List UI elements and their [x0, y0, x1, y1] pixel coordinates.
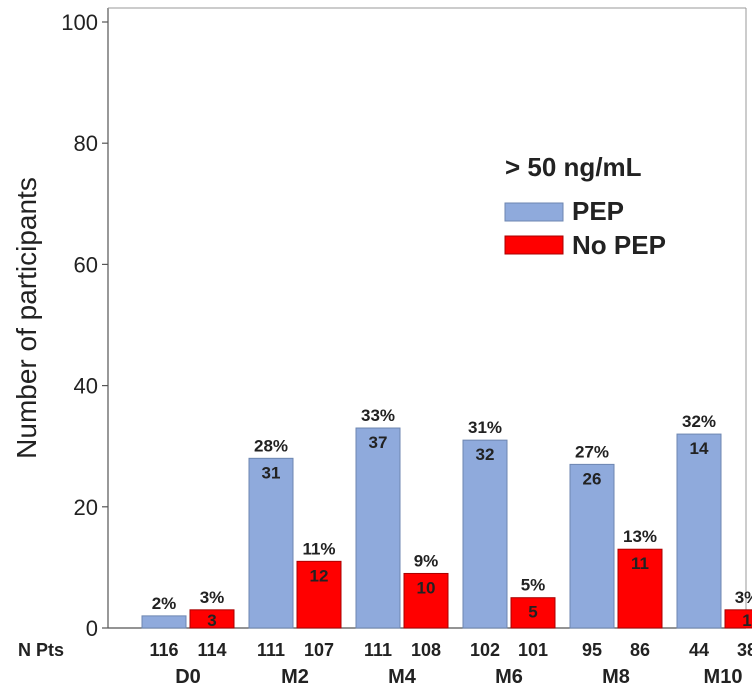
n-pts-value: 116	[149, 640, 178, 660]
y-tick-label: 20	[74, 495, 98, 520]
y-tick-label: 0	[86, 616, 98, 641]
count-label: 37	[369, 433, 388, 452]
n-pts-value: 114	[197, 640, 226, 660]
percent-label: 3%	[200, 588, 225, 607]
count-label: 14	[690, 439, 709, 458]
category-label: M8	[602, 666, 630, 688]
count-label: 12	[310, 566, 329, 585]
count-label: 10	[417, 578, 436, 597]
n-pts-value: 86	[630, 640, 650, 660]
legend-swatch-no-pep	[504, 235, 564, 255]
bar-no-pep-m8	[617, 548, 663, 629]
n-pts-value: 95	[582, 640, 602, 660]
percent-label: 3%	[735, 588, 752, 607]
bars	[141, 427, 752, 629]
legend: > 50 ng/mL PEP No PEP	[504, 152, 666, 260]
n-pts-value: 102	[470, 640, 500, 660]
n-pts-value: 108	[411, 640, 441, 660]
n-pts-value: 101	[518, 640, 548, 660]
bar-pep-m8	[569, 463, 615, 629]
n-pts-value: 38	[737, 640, 752, 660]
count-label: 32	[476, 445, 495, 464]
category-label: M4	[388, 666, 417, 688]
percent-label: 11%	[302, 539, 335, 558]
percent-label: 33%	[361, 406, 395, 425]
category-label: M6	[495, 666, 523, 688]
n-pts-value: 44	[689, 640, 709, 660]
percent-label: 28%	[254, 436, 288, 455]
n-pts-value: 111	[364, 640, 392, 660]
count-label: 26	[583, 469, 602, 488]
count-label: 5	[528, 603, 537, 622]
y-axis-label: Number of participants	[11, 177, 42, 459]
bar-no-pep-m10	[724, 609, 752, 629]
bar-no-pep-m4	[403, 572, 449, 629]
count-label: 3	[207, 611, 216, 630]
count-label: 1	[742, 611, 751, 630]
percent-label: 13%	[623, 527, 657, 546]
bar-pep-m2	[248, 457, 294, 629]
n-pts-label: N Pts	[18, 640, 64, 660]
bar-labels: 2% 3%328%3111%1233%379%1031%325%527%2613%…	[152, 406, 752, 630]
legend-label-no-pep: No PEP	[572, 230, 666, 260]
percent-label: 27%	[575, 442, 609, 461]
y-tick-label: 60	[74, 252, 98, 277]
y-ticks: 0 20 40 60 80 100	[61, 10, 108, 641]
category-label: M2	[281, 666, 309, 688]
bar-no-pep-d0	[189, 609, 235, 629]
count-label: 11	[631, 554, 649, 573]
category-label: M10	[704, 666, 743, 688]
x-labels: N Pts 116 114 D0 111 107 M2 111 108 M4 102 101 M6 95 8…	[18, 640, 752, 688]
y-tick-label: 80	[74, 131, 98, 156]
bar-pep-m10	[676, 433, 722, 629]
bar-pep-d0	[141, 615, 187, 629]
bar-pep-m4	[355, 427, 401, 629]
percent-label: 9%	[414, 551, 439, 570]
y-tick-label: 100	[61, 10, 98, 35]
percent-label: 2%	[152, 594, 177, 613]
legend-swatch-pep	[504, 202, 564, 222]
bar-no-pep-m2	[296, 560, 342, 629]
percent-label: 32%	[682, 412, 716, 431]
y-tick-label: 40	[74, 374, 98, 399]
n-pts-value: 111	[257, 640, 285, 660]
percent-label: 31%	[468, 418, 502, 437]
category-label: D0	[175, 666, 201, 688]
legend-label-pep: PEP	[572, 196, 624, 226]
count-label: 31	[262, 463, 281, 482]
legend-title: > 50 ng/mL	[505, 152, 642, 182]
percent-label: 5%	[521, 576, 546, 595]
bar-no-pep-m6	[510, 597, 556, 629]
bar-pep-m6	[462, 439, 508, 629]
n-pts-value: 107	[304, 640, 334, 660]
